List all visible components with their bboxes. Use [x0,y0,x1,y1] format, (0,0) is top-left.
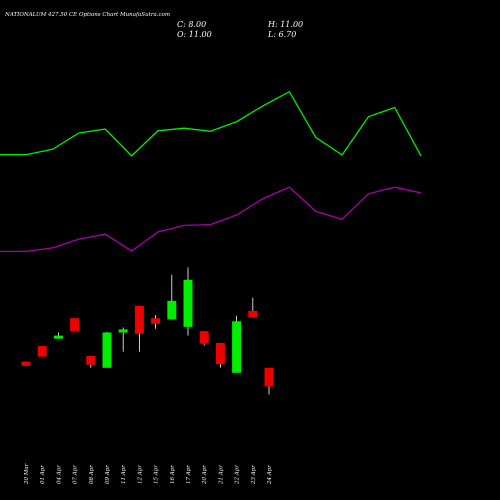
x-tick-label: 21 Apr [218,465,224,485]
candle-body [248,310,258,318]
bands-layer [0,90,422,253]
candle-body [167,300,177,320]
low-label: L: 6.70 [267,30,296,39]
x-tick-label: 24 Apr [267,465,273,485]
x-tick-label: 20 Apr [202,465,208,485]
upper-band-line [0,90,422,157]
candle-body [199,331,209,344]
x-tick-label: 01 Apr [40,465,46,484]
candle-body [37,346,47,357]
chart-title: NATIONALUM 427.50 CE Options Chart Munaf… [4,12,170,18]
candle-body [118,329,128,333]
candle-body [53,335,63,339]
x-tick-label: 17 Apr [186,465,192,484]
candle-body [21,361,31,366]
candle-body [183,279,193,327]
candle-body [70,318,80,332]
x-tick-label: 16 Apr [170,465,176,484]
x-tick-label: 07 Apr [73,465,79,484]
candle-body [102,332,112,368]
high-label: H: 11.00 [267,20,303,29]
candle-body [151,318,161,324]
x-tick-label: 08 Apr [89,465,95,484]
x-tick-label: 04 Apr [56,465,62,484]
x-tick-label: 20 Mar [24,463,30,485]
open-label: O: 11.00 [177,30,212,39]
x-tick-labels: 20 Mar 01 Apr 04 Apr 07 Apr 08 Apr 09 Apr 11 A… [24,463,273,485]
candles-layer [21,267,274,395]
x-tick-label: 22 Apr [235,465,241,485]
candle-body [232,321,242,373]
candle-body [86,356,96,365]
candle-body [264,367,274,387]
x-tick-label: 15 Apr [154,465,160,484]
x-tick-label: 12 Apr [137,465,143,484]
lower-band-line [0,186,422,253]
candle-body [215,343,225,365]
candle-body [134,305,144,334]
x-tick-label: 09 Apr [105,465,111,484]
x-tick-label: 23 Apr [251,465,257,485]
x-tick-label: 11 Apr [121,465,127,484]
close-label: C: 8.00 [177,20,206,29]
